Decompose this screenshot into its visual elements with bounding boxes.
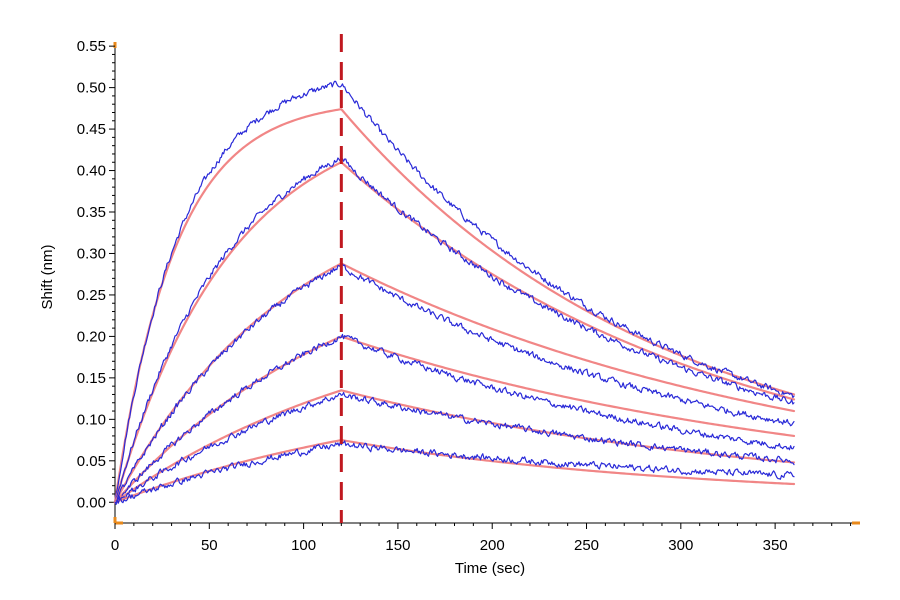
measured-curve xyxy=(114,157,795,503)
y-tick-label: 0.50 xyxy=(77,80,106,97)
measured-curve xyxy=(114,333,795,505)
y-tick-label: 0.25 xyxy=(77,287,106,304)
y-tick-label: 0.35 xyxy=(77,204,106,221)
y-tick-label: 0.00 xyxy=(77,494,106,511)
measured-curve xyxy=(114,80,795,503)
y-tick-label: 0.55 xyxy=(77,38,106,55)
plot-area xyxy=(113,34,796,523)
fit-curve xyxy=(113,161,796,504)
x-tick-label: 200 xyxy=(480,537,505,554)
y-tick-label: 0.10 xyxy=(77,411,106,428)
x-tick-label: 350 xyxy=(763,537,788,554)
y-tick-label: 0.05 xyxy=(77,453,106,470)
y-tick-label: 0.40 xyxy=(77,163,106,180)
x-axis-title: Time (sec) xyxy=(455,560,525,577)
x-tick-label: 250 xyxy=(574,537,599,554)
measured-curve xyxy=(114,391,795,504)
measured-curve xyxy=(114,263,795,503)
x-tick-label: 100 xyxy=(291,537,316,554)
y-tick-label: 0.30 xyxy=(77,245,106,262)
fit-curve xyxy=(113,108,796,504)
y-tick-label: 0.15 xyxy=(77,370,106,387)
x-tick-label: 0 xyxy=(111,537,119,554)
fit-curve xyxy=(113,438,796,504)
y-axis-title: Shift (nm) xyxy=(39,244,56,309)
measured-curve xyxy=(114,440,795,504)
axes: 0.00 0.05 0.10 0.15 0.20 0.25 0.30 0.35 0.40 0.45… xyxy=(77,38,860,554)
x-tick-label: 50 xyxy=(201,537,218,554)
x-tick-label: 150 xyxy=(385,537,410,554)
y-tick-label: 0.20 xyxy=(77,328,106,345)
x-tick-label: 300 xyxy=(668,537,693,554)
fit-curve xyxy=(113,262,796,504)
y-tick-label: 0.45 xyxy=(77,121,106,138)
fit-curve xyxy=(113,389,796,504)
